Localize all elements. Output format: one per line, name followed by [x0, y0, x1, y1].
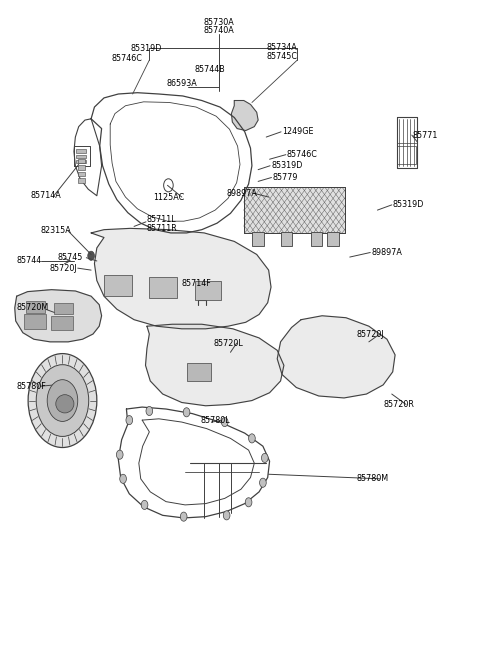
Polygon shape: [145, 324, 284, 405]
Text: 85746C: 85746C: [287, 150, 318, 159]
Bar: [244, 187, 345, 233]
Bar: [311, 232, 322, 246]
Circle shape: [221, 417, 228, 426]
Text: 85780M: 85780M: [357, 474, 389, 483]
Circle shape: [120, 474, 126, 483]
Text: 89897A: 89897A: [227, 189, 257, 198]
Text: 85319D: 85319D: [130, 44, 162, 53]
Ellipse shape: [56, 395, 74, 413]
Text: 85745: 85745: [58, 253, 83, 262]
Text: 85779: 85779: [273, 173, 298, 182]
Text: 85780F: 85780F: [17, 382, 47, 390]
Bar: [76, 155, 86, 158]
Bar: [76, 149, 86, 153]
Circle shape: [249, 434, 255, 443]
Circle shape: [260, 478, 266, 487]
Bar: [149, 277, 177, 298]
Bar: [76, 160, 86, 163]
Text: 85746C: 85746C: [111, 54, 142, 64]
Text: 1249GE: 1249GE: [282, 127, 313, 136]
Circle shape: [183, 407, 190, 417]
Bar: [78, 172, 85, 176]
Text: 85319D: 85319D: [271, 161, 302, 170]
Text: 85744: 85744: [17, 257, 42, 265]
Text: 85711R: 85711R: [147, 224, 178, 233]
Bar: [187, 363, 211, 381]
Text: 85745C: 85745C: [266, 52, 297, 61]
Text: 85720M: 85720M: [17, 303, 49, 312]
Text: 85730A: 85730A: [203, 18, 234, 28]
Text: 86593A: 86593A: [166, 79, 197, 88]
Bar: [26, 301, 45, 313]
Bar: [78, 159, 85, 163]
Circle shape: [88, 251, 95, 260]
Polygon shape: [231, 100, 258, 130]
Circle shape: [180, 512, 187, 521]
Text: 85714A: 85714A: [31, 191, 62, 200]
Bar: [397, 146, 416, 164]
Bar: [327, 232, 339, 246]
Text: 85720J: 85720J: [49, 264, 77, 272]
Bar: [78, 178, 85, 183]
Text: 1125AC: 1125AC: [153, 193, 184, 202]
Text: 89897A: 89897A: [371, 248, 402, 257]
Circle shape: [28, 354, 97, 447]
Text: 85720J: 85720J: [357, 329, 384, 339]
Bar: [78, 165, 85, 170]
Bar: [244, 187, 345, 233]
Polygon shape: [277, 316, 395, 398]
Text: 85711L: 85711L: [147, 215, 177, 224]
Text: 85319D: 85319D: [393, 200, 424, 210]
Bar: [195, 280, 221, 300]
Circle shape: [126, 415, 132, 424]
Circle shape: [146, 406, 153, 415]
Text: 85720R: 85720R: [383, 400, 414, 409]
Circle shape: [262, 453, 268, 462]
Bar: [54, 303, 73, 314]
Polygon shape: [91, 229, 271, 329]
Bar: [51, 316, 73, 330]
Circle shape: [141, 500, 148, 510]
Text: 85714F: 85714F: [182, 278, 212, 288]
Circle shape: [47, 380, 78, 421]
Circle shape: [245, 498, 252, 507]
Bar: [252, 232, 264, 246]
Text: 85771: 85771: [413, 130, 438, 140]
Text: 85740A: 85740A: [203, 26, 234, 35]
Text: 85720L: 85720L: [214, 339, 243, 348]
Text: 82315A: 82315A: [40, 227, 71, 235]
Bar: [281, 232, 292, 246]
Circle shape: [36, 365, 89, 436]
Text: 85744B: 85744B: [195, 66, 226, 75]
Bar: [24, 314, 46, 329]
Circle shape: [116, 450, 123, 459]
Text: 85734A: 85734A: [266, 43, 297, 52]
Polygon shape: [15, 290, 102, 342]
Bar: [104, 275, 132, 296]
Circle shape: [223, 511, 230, 520]
Text: 85780L: 85780L: [201, 416, 230, 424]
